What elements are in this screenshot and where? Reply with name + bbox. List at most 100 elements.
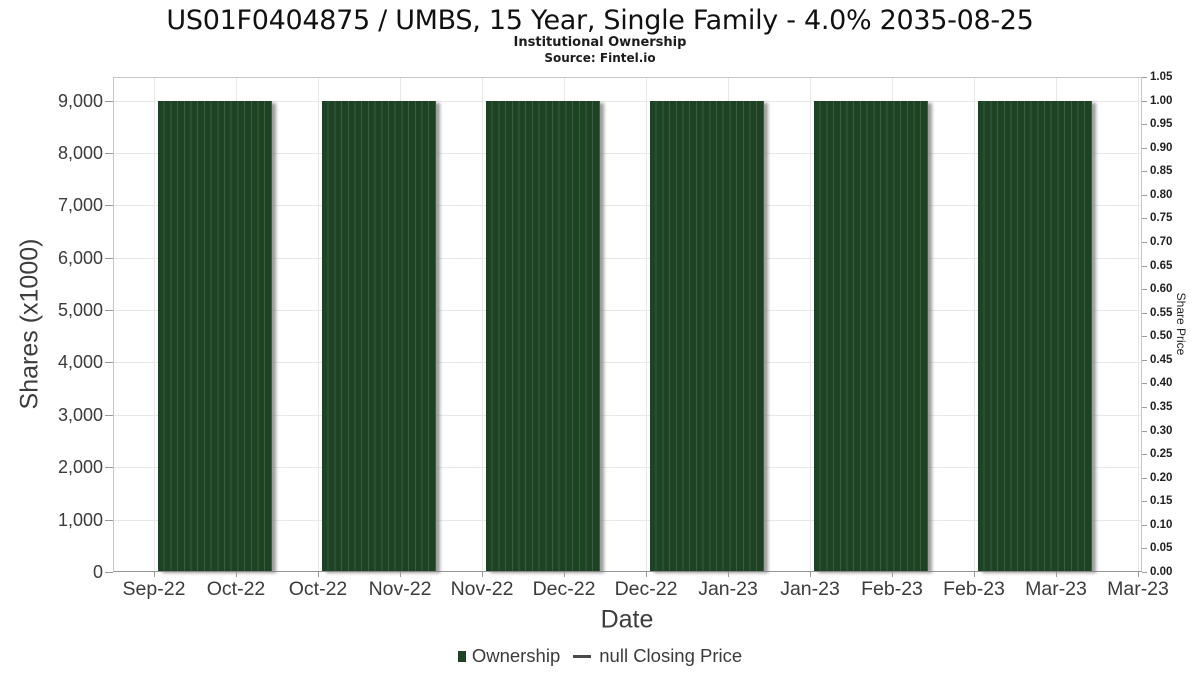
right-tick-mark bbox=[1142, 454, 1147, 456]
right-tick-mark bbox=[1142, 242, 1147, 243]
right-tick-label: 0.50 bbox=[1150, 330, 1173, 343]
x-tick-mark bbox=[564, 572, 565, 577]
right-tick-label: 0.35 bbox=[1150, 401, 1173, 413]
right-tick-mark bbox=[1142, 100, 1147, 102]
right-tick-label: 0.90 bbox=[1150, 141, 1173, 154]
x-tick-label: Oct-22 bbox=[288, 578, 348, 600]
x-tick-label: Feb-23 bbox=[861, 578, 923, 600]
x-tick-label: Dec-22 bbox=[614, 578, 678, 600]
right-tick-mark bbox=[1142, 312, 1147, 314]
legend-label: Ownership bbox=[471, 645, 561, 666]
x-tick-mark bbox=[400, 572, 401, 577]
right-tick-label: 0.15 bbox=[1150, 495, 1173, 508]
chart-source: Source: Fintel.io bbox=[544, 51, 656, 65]
x-tick-label: Jan-23 bbox=[780, 578, 840, 600]
right-tick-mark bbox=[1142, 501, 1147, 503]
h-gridline bbox=[114, 362, 1141, 364]
chart-title: US01F0404875 / UMBS, 15 Year, Single Fam… bbox=[166, 5, 1034, 36]
right-tick-mark bbox=[1142, 383, 1147, 385]
plot-area bbox=[113, 77, 1142, 572]
x-tick-label: Oct-22 bbox=[206, 578, 266, 600]
v-gridline bbox=[974, 78, 975, 571]
x-tick-label: Nov-22 bbox=[450, 578, 514, 600]
v-gridline bbox=[318, 78, 319, 571]
legend-item[interactable]: null Closing Price bbox=[573, 645, 742, 667]
chart-subtitle: Institutional Ownership bbox=[513, 35, 687, 50]
right-tick-label: 0.65 bbox=[1150, 259, 1173, 272]
right-tick-mark bbox=[1142, 548, 1147, 550]
left-tick-label: 5,000 bbox=[57, 300, 103, 321]
left-tick-mark bbox=[105, 152, 113, 154]
h-gridline bbox=[114, 519, 1141, 521]
x-tick-mark bbox=[318, 572, 319, 577]
left-tick-mark bbox=[105, 310, 113, 312]
right-tick-label: 0.00 bbox=[1150, 566, 1173, 578]
v-gridline bbox=[810, 78, 811, 571]
v-gridline bbox=[1138, 78, 1139, 571]
right-tick-mark bbox=[1142, 218, 1147, 220]
left-tick-label: 7,000 bbox=[57, 195, 103, 216]
h-gridline bbox=[114, 467, 1141, 469]
left-tick-label: 0 bbox=[92, 562, 103, 582]
right-tick-label: 0.85 bbox=[1150, 165, 1173, 178]
ownership-bar[interactable] bbox=[486, 100, 600, 571]
v-gridline bbox=[154, 78, 155, 571]
x-tick-mark bbox=[1056, 572, 1057, 577]
legend-square-marker bbox=[457, 650, 466, 662]
left-tick-label: 3,000 bbox=[57, 404, 103, 425]
right-tick-label: 0.60 bbox=[1150, 283, 1173, 296]
x-tick-label: Jan-23 bbox=[698, 578, 758, 600]
ownership-bar[interactable] bbox=[650, 100, 764, 571]
left-tick-label: 2,000 bbox=[57, 457, 103, 478]
v-gridline bbox=[482, 78, 483, 571]
right-tick-label: 1.05 bbox=[1150, 71, 1173, 83]
left-tick-label: 1,000 bbox=[57, 509, 103, 530]
right-tick-mark bbox=[1142, 407, 1147, 408]
right-tick-mark bbox=[1142, 147, 1147, 149]
right-tick-mark bbox=[1142, 359, 1147, 361]
ownership-bar[interactable] bbox=[322, 100, 436, 571]
left-tick-mark bbox=[105, 362, 113, 364]
x-tick-label: Sep-22 bbox=[122, 578, 186, 600]
right-tick-mark bbox=[1142, 171, 1147, 173]
right-axis-title: Share Price bbox=[1174, 292, 1188, 356]
x-tick-mark bbox=[646, 572, 647, 577]
h-gridline bbox=[114, 205, 1141, 207]
right-tick-label: 0.95 bbox=[1150, 118, 1173, 131]
x-tick-label: Mar-23 bbox=[1025, 578, 1087, 600]
h-gridline bbox=[114, 414, 1141, 416]
right-tick-mark bbox=[1142, 336, 1147, 338]
left-tick-label: 8,000 bbox=[57, 142, 103, 163]
right-tick-mark bbox=[1142, 124, 1147, 126]
x-tick-mark bbox=[154, 572, 155, 577]
x-tick-mark bbox=[236, 572, 237, 577]
h-gridline bbox=[114, 257, 1141, 259]
x-tick-mark bbox=[974, 572, 975, 577]
right-tick-label: 0.05 bbox=[1150, 542, 1173, 555]
x-axis-title: Date bbox=[600, 605, 654, 634]
ownership-bar[interactable] bbox=[158, 100, 272, 571]
right-tick-label: 0.30 bbox=[1150, 424, 1173, 437]
right-tick-label: 0.55 bbox=[1150, 306, 1173, 319]
right-tick-label: 0.40 bbox=[1150, 377, 1173, 390]
right-tick-mark bbox=[1142, 572, 1147, 573]
x-tick-mark bbox=[728, 572, 729, 577]
x-tick-mark bbox=[892, 572, 893, 577]
x-tick-mark bbox=[1138, 572, 1139, 577]
left-tick-label: 4,000 bbox=[57, 352, 103, 373]
left-tick-mark bbox=[105, 519, 113, 521]
right-tick-label: 0.25 bbox=[1150, 448, 1173, 461]
right-tick-label: 0.20 bbox=[1150, 471, 1173, 484]
left-tick-label: 6,000 bbox=[57, 247, 103, 268]
right-tick-label: 0.75 bbox=[1150, 212, 1173, 225]
ownership-bar[interactable] bbox=[814, 100, 928, 571]
right-tick-label: 0.80 bbox=[1150, 188, 1173, 201]
legend-item[interactable]: Ownership bbox=[457, 645, 561, 667]
ownership-bar[interactable] bbox=[978, 100, 1092, 571]
legend-line-marker bbox=[573, 654, 592, 658]
right-tick-mark bbox=[1142, 430, 1147, 432]
right-tick-mark bbox=[1142, 524, 1147, 526]
right-tick-mark bbox=[1142, 194, 1147, 196]
left-tick-mark bbox=[105, 467, 113, 469]
x-tick-mark bbox=[482, 572, 483, 577]
